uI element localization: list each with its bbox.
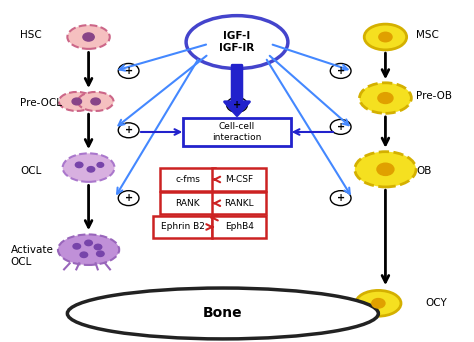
Text: Pre-OB: Pre-OB xyxy=(416,91,452,101)
FancyArrowPatch shape xyxy=(211,215,218,221)
FancyArrowPatch shape xyxy=(382,190,389,282)
Ellipse shape xyxy=(364,24,407,50)
Circle shape xyxy=(330,191,351,206)
Ellipse shape xyxy=(186,16,288,68)
Text: +: + xyxy=(125,66,133,76)
Text: Ephrin B2: Ephrin B2 xyxy=(161,223,205,232)
Text: +: + xyxy=(125,125,133,135)
FancyArrowPatch shape xyxy=(225,65,249,116)
FancyBboxPatch shape xyxy=(212,192,266,214)
Ellipse shape xyxy=(355,152,416,187)
Circle shape xyxy=(330,119,351,134)
Ellipse shape xyxy=(67,25,110,49)
Circle shape xyxy=(97,162,104,167)
Ellipse shape xyxy=(356,290,401,316)
Text: +: + xyxy=(337,122,345,132)
Text: M-CSF: M-CSF xyxy=(225,175,254,184)
Ellipse shape xyxy=(59,92,95,111)
Text: HSC: HSC xyxy=(20,30,42,40)
Circle shape xyxy=(372,299,385,308)
Circle shape xyxy=(87,167,95,172)
Text: +: + xyxy=(337,66,345,76)
Ellipse shape xyxy=(63,153,115,182)
Ellipse shape xyxy=(359,83,411,113)
Ellipse shape xyxy=(58,234,119,265)
Text: +: + xyxy=(125,193,133,203)
Circle shape xyxy=(330,64,351,78)
FancyArrowPatch shape xyxy=(85,52,92,85)
FancyBboxPatch shape xyxy=(212,169,266,190)
Circle shape xyxy=(80,252,88,258)
FancyArrowPatch shape xyxy=(214,200,220,206)
FancyArrowPatch shape xyxy=(85,114,92,146)
Circle shape xyxy=(83,33,94,41)
Circle shape xyxy=(377,163,394,175)
Text: +: + xyxy=(337,193,345,203)
Text: OCY: OCY xyxy=(426,298,447,308)
Circle shape xyxy=(118,123,139,138)
Circle shape xyxy=(97,251,104,256)
FancyBboxPatch shape xyxy=(183,118,291,146)
Circle shape xyxy=(379,32,392,42)
Circle shape xyxy=(85,240,92,246)
Text: RANKL: RANKL xyxy=(225,199,254,208)
FancyArrowPatch shape xyxy=(382,53,389,76)
FancyArrowPatch shape xyxy=(85,185,92,227)
Text: MSC: MSC xyxy=(416,30,439,40)
FancyArrowPatch shape xyxy=(214,177,220,182)
Circle shape xyxy=(118,64,139,78)
Circle shape xyxy=(94,244,102,250)
Ellipse shape xyxy=(67,288,378,339)
Text: c-fms: c-fms xyxy=(175,175,200,184)
Circle shape xyxy=(378,93,393,104)
FancyBboxPatch shape xyxy=(154,216,212,238)
Text: Pre-OCL: Pre-OCL xyxy=(20,98,62,108)
Circle shape xyxy=(227,97,247,112)
Text: Bone: Bone xyxy=(203,306,243,320)
Text: +: + xyxy=(233,100,241,110)
Circle shape xyxy=(72,98,82,105)
Text: OB: OB xyxy=(416,166,431,176)
Ellipse shape xyxy=(78,92,114,111)
Text: IGF-I
IGF-IR: IGF-I IGF-IR xyxy=(219,31,255,53)
FancyBboxPatch shape xyxy=(212,216,266,238)
FancyArrowPatch shape xyxy=(382,117,389,145)
Circle shape xyxy=(118,191,139,206)
FancyBboxPatch shape xyxy=(160,169,215,190)
FancyBboxPatch shape xyxy=(160,192,215,214)
Text: RANK: RANK xyxy=(175,199,200,208)
Text: Activate
OCL: Activate OCL xyxy=(11,245,54,267)
Circle shape xyxy=(91,98,100,105)
Text: Cell-cell
interaction: Cell-cell interaction xyxy=(212,122,262,142)
Text: EphB4: EphB4 xyxy=(225,223,254,232)
Circle shape xyxy=(73,244,81,249)
Circle shape xyxy=(75,162,83,168)
Text: OCL: OCL xyxy=(20,166,42,176)
FancyArrowPatch shape xyxy=(206,224,213,230)
